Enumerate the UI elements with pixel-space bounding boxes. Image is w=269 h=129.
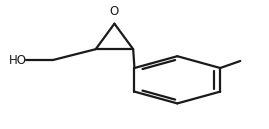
Text: O: O xyxy=(110,5,119,18)
Text: HO: HO xyxy=(9,54,27,67)
